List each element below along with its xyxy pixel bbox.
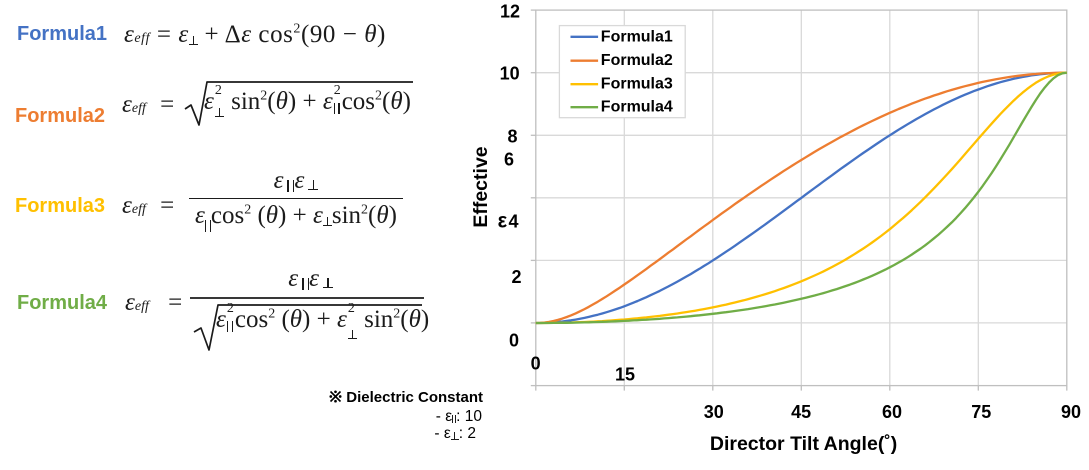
svg-text:75: 75 (971, 402, 991, 422)
svg-text:45: 45 (791, 402, 811, 422)
svg-text:12: 12 (500, 1, 520, 21)
svg-text:15: 15 (615, 364, 635, 384)
svg-text:Formula3: Formula3 (601, 76, 673, 93)
svg-text:60: 60 (882, 402, 902, 422)
svg-text:6: 6 (504, 149, 514, 169)
svg-text:8: 8 (507, 126, 517, 146)
svg-text:Formula2: Formula2 (601, 52, 673, 69)
svg-text:10: 10 (500, 63, 520, 83)
svg-text:Formula4: Formula4 (601, 99, 673, 116)
svg-text:0: 0 (531, 353, 541, 373)
svg-text:ε: ε (498, 210, 508, 233)
svg-text:Director Tilt Angle(˚): Director Tilt Angle(˚) (710, 432, 897, 455)
svg-text:30: 30 (704, 402, 724, 422)
svg-text:2: 2 (511, 267, 521, 287)
svg-text:Formula1: Formula1 (601, 28, 673, 45)
svg-text:0: 0 (509, 330, 519, 350)
svg-text:Effective: Effective (470, 146, 492, 227)
svg-text:90: 90 (1061, 402, 1081, 422)
svg-text:4: 4 (508, 211, 518, 231)
